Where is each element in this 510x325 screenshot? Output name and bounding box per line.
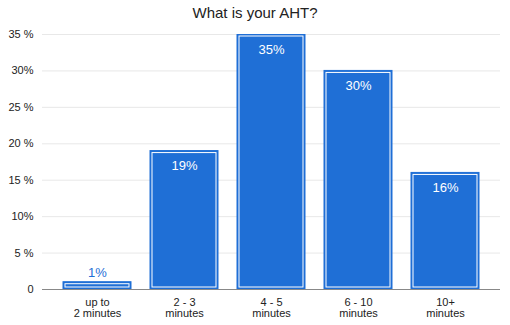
svg-text:0: 0 (27, 283, 33, 295)
svg-text:30%: 30% (345, 78, 371, 93)
svg-text:6 - 10minutes: 6 - 10minutes (339, 296, 378, 319)
svg-text:5 %: 5 % (15, 247, 34, 259)
svg-text:2 - 3minutes: 2 - 3minutes (165, 296, 204, 319)
svg-text:up to2 minutes: up to2 minutes (74, 296, 122, 319)
svg-text:30%: 30% (11, 64, 33, 76)
svg-text:16%: 16% (432, 180, 458, 195)
svg-text:15 %: 15 % (8, 174, 33, 186)
svg-text:25 %: 25 % (8, 101, 33, 113)
svg-text:10+minutes: 10+minutes (426, 296, 465, 319)
html-text:What is your AHT?: What is your AHT? (192, 4, 318, 21)
svg-text:10%: 10% (11, 210, 33, 222)
svg-text:35 %: 35 % (8, 28, 33, 40)
svg-text:19%: 19% (171, 158, 197, 173)
svg-text:4 - 5minutes: 4 - 5minutes (252, 296, 291, 319)
svg-text:1%: 1% (88, 265, 107, 280)
svg-text:35%: 35% (258, 42, 284, 57)
svg-text:20 %: 20 % (8, 137, 33, 149)
